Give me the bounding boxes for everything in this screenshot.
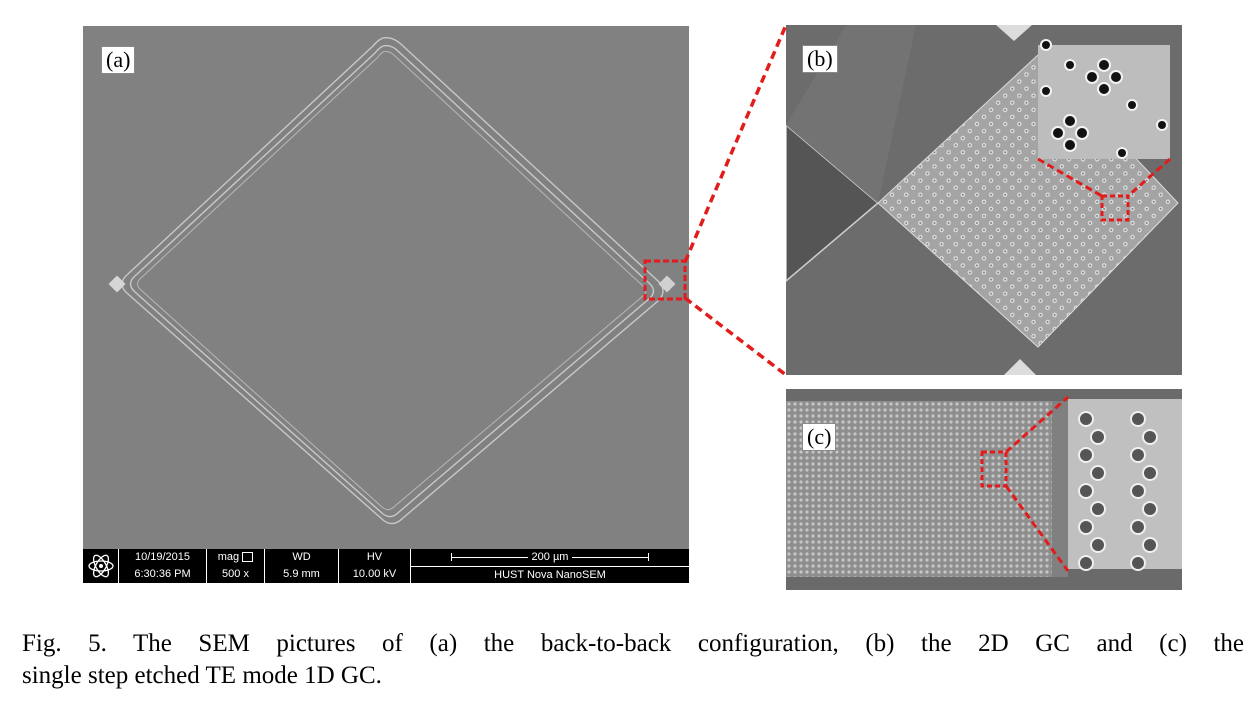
- panel-label-b: (b): [802, 45, 838, 73]
- waveguide-inner: [129, 44, 655, 518]
- sem-wd-value: 5.9 mm: [283, 568, 320, 580]
- inset-b: [1038, 39, 1170, 159]
- sem-info-bar: 10/19/2015 6:30:36 PM mag 500 x WD 5.9 m…: [83, 549, 689, 583]
- sem-time: 6:30:36 PM: [134, 568, 191, 580]
- sem-panel-c: (c): [786, 389, 1182, 590]
- waveguide-innermost: [137, 51, 647, 511]
- sem-mag-label: mag: [217, 551, 240, 563]
- highlight-box-c: [980, 450, 1008, 488]
- figure-caption: Fig. 5. The SEM pictures of (a) the back…: [22, 628, 1244, 692]
- caption-line-2: single step etched TE mode 1D GC.: [22, 662, 382, 689]
- connector-top: [683, 24, 788, 263]
- zoom-line-c2: [1004, 485, 1070, 572]
- bottom-notch: [1004, 359, 1036, 375]
- zoom-line-b1: [1037, 157, 1103, 198]
- slab-upper: [786, 25, 916, 203]
- connector-bottom: [683, 296, 788, 377]
- sem-logo-cell: [83, 549, 119, 583]
- sem-hv-label: HV: [366, 551, 383, 563]
- sem-panel-a: (a) 10/19/2015 6:30:36 PM mag 500 x WD 5…: [83, 26, 689, 583]
- zoom-line-b2: [1127, 157, 1171, 198]
- sem-scale-cell: 200 µm HUST Nova NanoSEM: [411, 549, 689, 583]
- waveguide-outer: [121, 36, 664, 525]
- caption-line-1: Fig. 5. The SEM pictures of (a) the back…: [22, 630, 1244, 657]
- 2d-grating-coupler-image: [786, 25, 1182, 375]
- sem-instrument: HUST Nova NanoSEM: [411, 566, 689, 583]
- sem-wd-label: WD: [292, 551, 311, 563]
- sem-date: 10/19/2015: [134, 551, 191, 563]
- sem-hv-value: 10.00 kV: [352, 568, 397, 580]
- panel-label-c: (c): [802, 423, 837, 451]
- sem-scale-label: 200 µm: [527, 551, 573, 563]
- sem-scale-bar: 200 µm: [411, 549, 689, 566]
- sem-datetime-cell: 10/19/2015 6:30:36 PM: [119, 549, 207, 583]
- top-notch: [996, 25, 1032, 41]
- sem-mag-cell: mag 500 x: [207, 549, 265, 583]
- 1d-grating-coupler-image: [786, 389, 1182, 590]
- sem-panel-b: (b): [786, 25, 1182, 375]
- square-icon: [242, 552, 254, 563]
- inset-c: [1068, 399, 1182, 571]
- sem-wd-cell: WD 5.9 mm: [265, 549, 339, 583]
- back-to-back-ring-image: [83, 26, 689, 549]
- highlight-box-b: [1100, 194, 1130, 222]
- zoom-line-c1: [1005, 395, 1069, 454]
- sem-mag-value: 500 x: [222, 568, 249, 580]
- right-grating-coupler: [658, 275, 676, 293]
- panel-label-a: (a): [101, 46, 136, 74]
- sem-hv-cell: HV 10.00 kV: [339, 549, 411, 583]
- highlight-box-a: [643, 259, 687, 301]
- atom-logo-icon: [87, 554, 114, 578]
